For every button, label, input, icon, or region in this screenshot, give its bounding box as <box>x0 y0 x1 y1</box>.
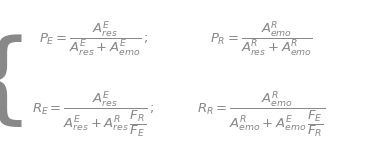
Text: $R_{E} = \dfrac{A_{res}^{E}}{A_{res}^{E} + A_{res}^{R}\,\dfrac{F_{R}}{F_{E}}}\,;: $R_{E} = \dfrac{A_{res}^{E}}{A_{res}^{E}… <box>32 90 154 140</box>
Text: $R_{R} = \dfrac{A_{emo}^{R}}{A_{emo}^{R} + A_{emo}^{E}\,\dfrac{F_{E}}{F_{R}}}$: $R_{R} = \dfrac{A_{emo}^{R}}{A_{emo}^{R}… <box>197 90 325 140</box>
Text: $P_{R} = \dfrac{A_{emo}^{R}}{A_{res}^{R} + A_{emo}^{R}}$: $P_{R} = \dfrac{A_{emo}^{R}}{A_{res}^{R}… <box>210 19 313 58</box>
Text: $P_{E} = \dfrac{A_{res}^{E}}{A_{res}^{E} + A_{emo}^{E}}\,;$: $P_{E} = \dfrac{A_{res}^{E}}{A_{res}^{E}… <box>39 19 148 58</box>
Text: $\}$: $\}$ <box>0 28 35 125</box>
